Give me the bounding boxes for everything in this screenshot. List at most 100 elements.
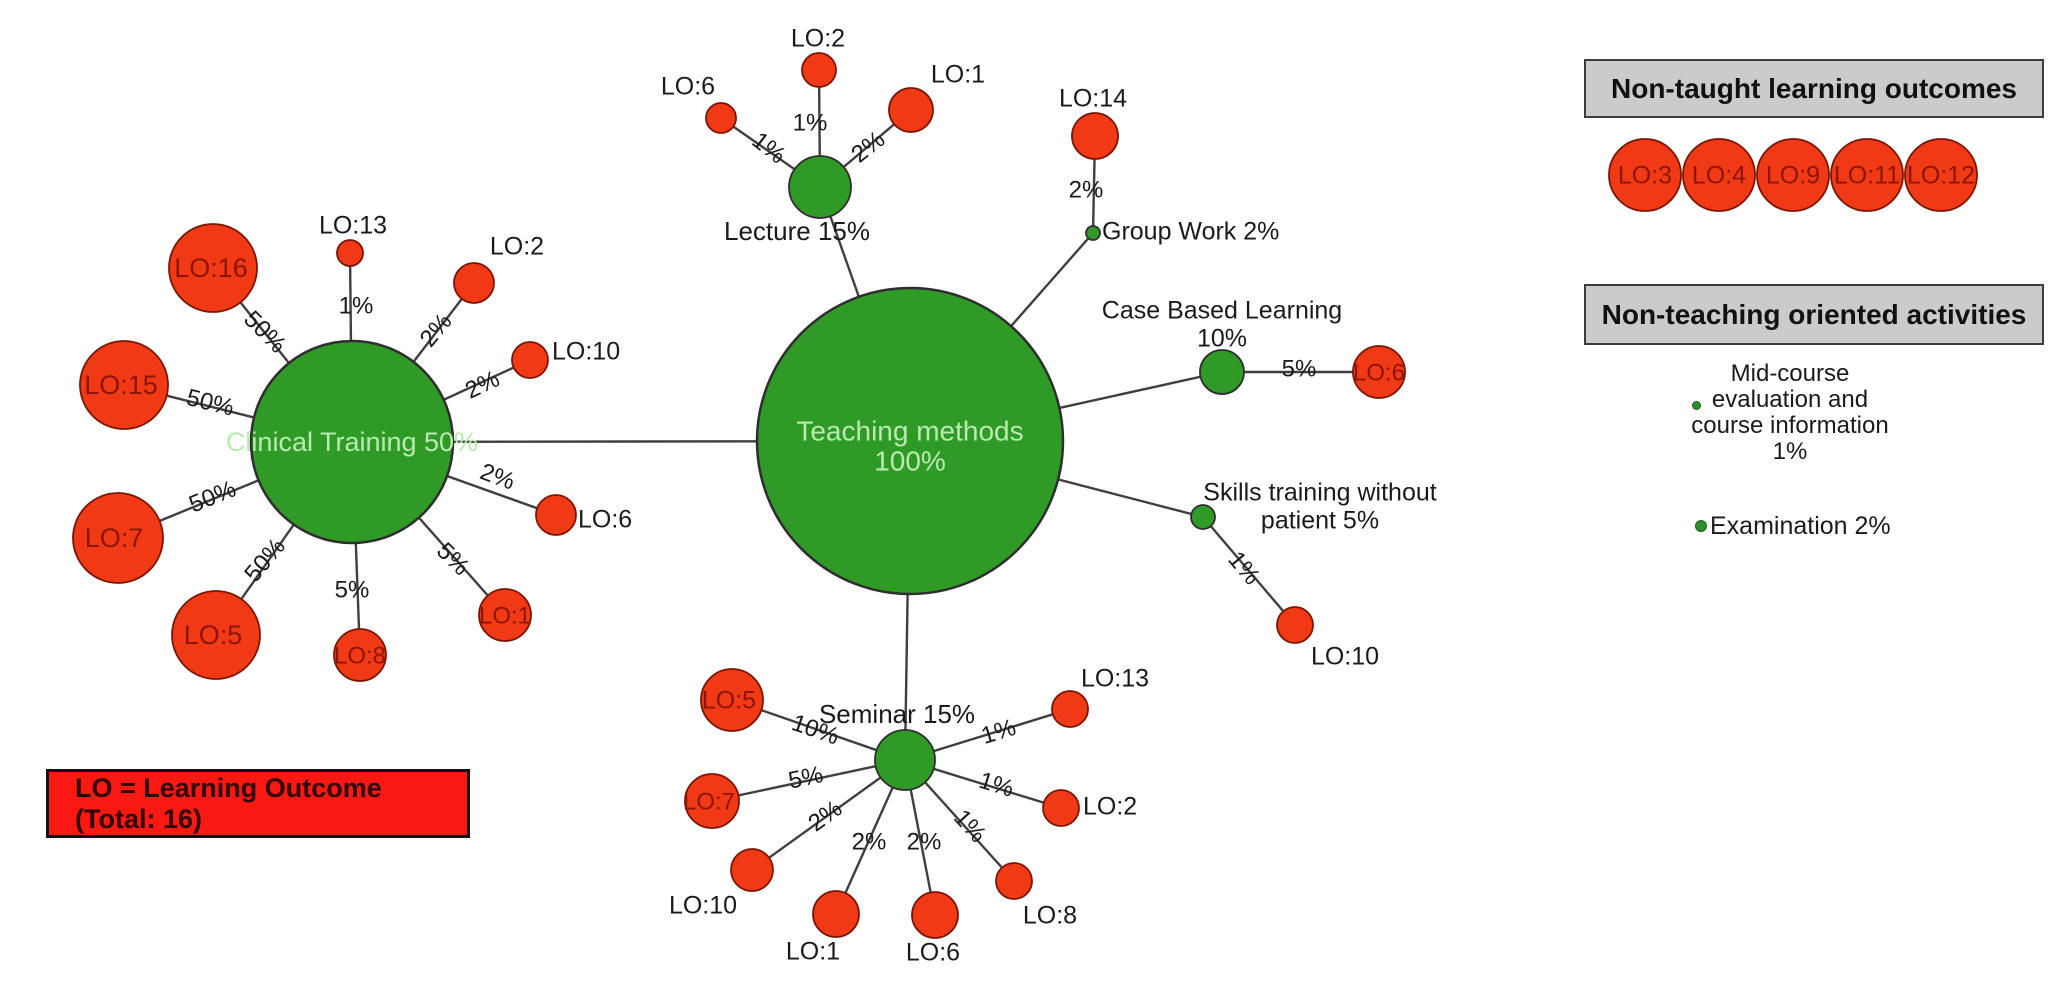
node-skills [1190,504,1216,530]
node-label-cl-lo8: LO:8 [334,642,386,669]
node-sem-lo1 [812,890,860,938]
node-label-skills-1: patient 5% [1261,507,1379,535]
node-label-cl-lo10: LO:10 [552,338,620,366]
node-label-cl-lo5: LO:5 [184,620,243,650]
midcourse-line-2: evaluation and [1711,386,1869,413]
node-nt-lo9 [1756,138,1830,212]
node-cl-lo5 [171,590,261,680]
edge-label-clinical-cl-lo15: 50% [184,384,237,422]
node-lec-lo1 [888,87,934,133]
node-label-nt-lo9: LO:9 [1766,162,1820,190]
node-label-cbl-1: 10% [1197,325,1247,353]
node-label-clinical: Clinical Training 50% [226,427,478,457]
node-nt-lo12 [1904,138,1978,212]
node-cl-lo10 [511,341,549,379]
node-label-cbl: Case Based Learning [1102,297,1342,325]
examination-bullet-dot-icon [1695,520,1707,532]
node-cl-lo7 [72,492,164,584]
node-cl-lo8 [333,628,387,682]
node-label-lec-lo2: LO:2 [791,25,845,53]
node-label-sem-lo8: LO:8 [1023,902,1077,930]
node-seminar [874,729,936,791]
node-cl-lo15 [79,340,169,430]
node-lec-lo2 [801,52,837,88]
midcourse-bullet-dot-icon [1692,401,1701,410]
legend-non-teaching-box: Non-teaching oriented activities [1584,284,2044,345]
node-label-cl-lo7: LO:7 [85,523,144,553]
edge-label-cbl-cbl-lo6: 5% [1282,355,1317,382]
node-label-cl-lo13: LO:13 [319,212,387,240]
node-label-lec-lo6: LO:6 [661,73,715,101]
edge-label-seminar-sem-lo2: 1% [976,767,1017,803]
edge-seminar-sem-lo10 [751,759,906,871]
legend-non-teaching-title: Non-teaching oriented activities [1601,298,2027,330]
edge-label-clinical-cl-lo13: 1% [339,292,374,319]
node-label-sem-lo6: LO:6 [906,939,960,967]
node-label-gw-lo14: LO:14 [1059,85,1127,113]
node-label-cl-lo2: LO:2 [490,233,544,261]
node-clinical [249,339,455,545]
node-label-groupwork: Group Work 2% [1102,218,1279,246]
node-label-nt-lo4: LO:4 [1692,162,1746,190]
edge-label-seminar-sem-lo7: 5% [786,761,826,795]
node-sem-lo10 [730,848,774,892]
node-label-sk-lo10: LO:10 [1311,643,1379,671]
legend-non-taught-title: Non-taught learning outcomes [1611,72,2017,104]
midcourse-note: Mid-course evaluation and course informa… [1650,361,1930,465]
node-label-nt-lo11: LO:11 [1834,162,1900,190]
node-label-skills: Skills training without [1203,479,1436,507]
midcourse-line-1: Mid-course [1730,360,1850,387]
node-cl-lo13 [336,239,364,267]
node-lecture [788,155,852,219]
node-label-sem-lo2: LO:2 [1083,793,1137,821]
examination-note: Examination 2% [1710,512,1891,540]
node-gw-lo14 [1071,112,1119,160]
node-cl-lo2 [453,262,495,304]
node-label-sem-lo1: LO:1 [786,938,840,966]
node-label-nt-lo3: LO:3 [1618,162,1672,190]
edge-label-seminar-sem-lo1: 2% [852,828,887,855]
edge-label-groupwork-gw-lo14: 2% [1069,176,1104,203]
node-sk-lo10 [1276,606,1314,644]
node-label-lecture: Lecture 15% [724,216,870,246]
node-label-sem-lo5: LO:5 [702,687,756,715]
edge-label-seminar-sem-lo8: 1% [948,804,991,848]
node-label-teaching-1: 100% [874,445,946,476]
node-cl-lo1 [478,588,532,642]
legend-non-taught-box: Non-taught learning outcomes [1584,59,2044,118]
edge-label-clinical-cl-lo8: 5% [335,576,370,603]
node-lec-lo6 [705,102,737,134]
lo-abbreviation-note-box: LO = Learning Outcome (Total: 16) [46,769,470,838]
node-label-nt-lo12: LO:12 [1907,162,1975,190]
node-sem-lo2 [1042,789,1080,827]
midcourse-line-4: 1% [1772,438,1808,465]
node-label-sem-lo13: LO:13 [1081,665,1149,693]
edge-label-clinical-cl-lo7: 50% [185,475,240,518]
node-nt-lo4 [1682,138,1756,212]
edge-seminar-sem-lo7 [711,758,906,803]
edge-skills-sk-lo10 [1202,516,1296,626]
node-sem-lo8 [995,862,1033,900]
node-label-sem-lo10: LO:10 [669,892,737,920]
node-cbl [1199,349,1245,395]
node-label-seminar: Seminar 15% [819,699,975,729]
node-label-cl-lo6: LO:6 [578,506,632,534]
node-label-sem-lo7: LO:7 [683,788,735,815]
node-label-cbl-lo6: LO:6 [1353,359,1405,386]
node-label-cl-lo15: LO:15 [84,370,158,400]
node-label-cl-lo16: LO:16 [174,253,248,283]
edge-label-lecture-lec-lo2: 1% [793,109,828,136]
node-label-cl-lo1: LO:1 [479,602,531,629]
node-sem-lo13 [1051,690,1089,728]
edge-label-seminar-sem-lo10: 2% [803,795,847,837]
node-groupwork [1085,225,1101,241]
node-teaching [755,286,1065,596]
midcourse-line-3: course information [1691,412,1889,439]
edge-label-clinical-cl-lo10: 2% [461,365,504,404]
node-cbl-lo6 [1352,345,1406,399]
node-nt-lo11 [1830,138,1904,212]
node-nt-lo3 [1608,138,1682,212]
node-sem-lo6 [911,891,959,939]
